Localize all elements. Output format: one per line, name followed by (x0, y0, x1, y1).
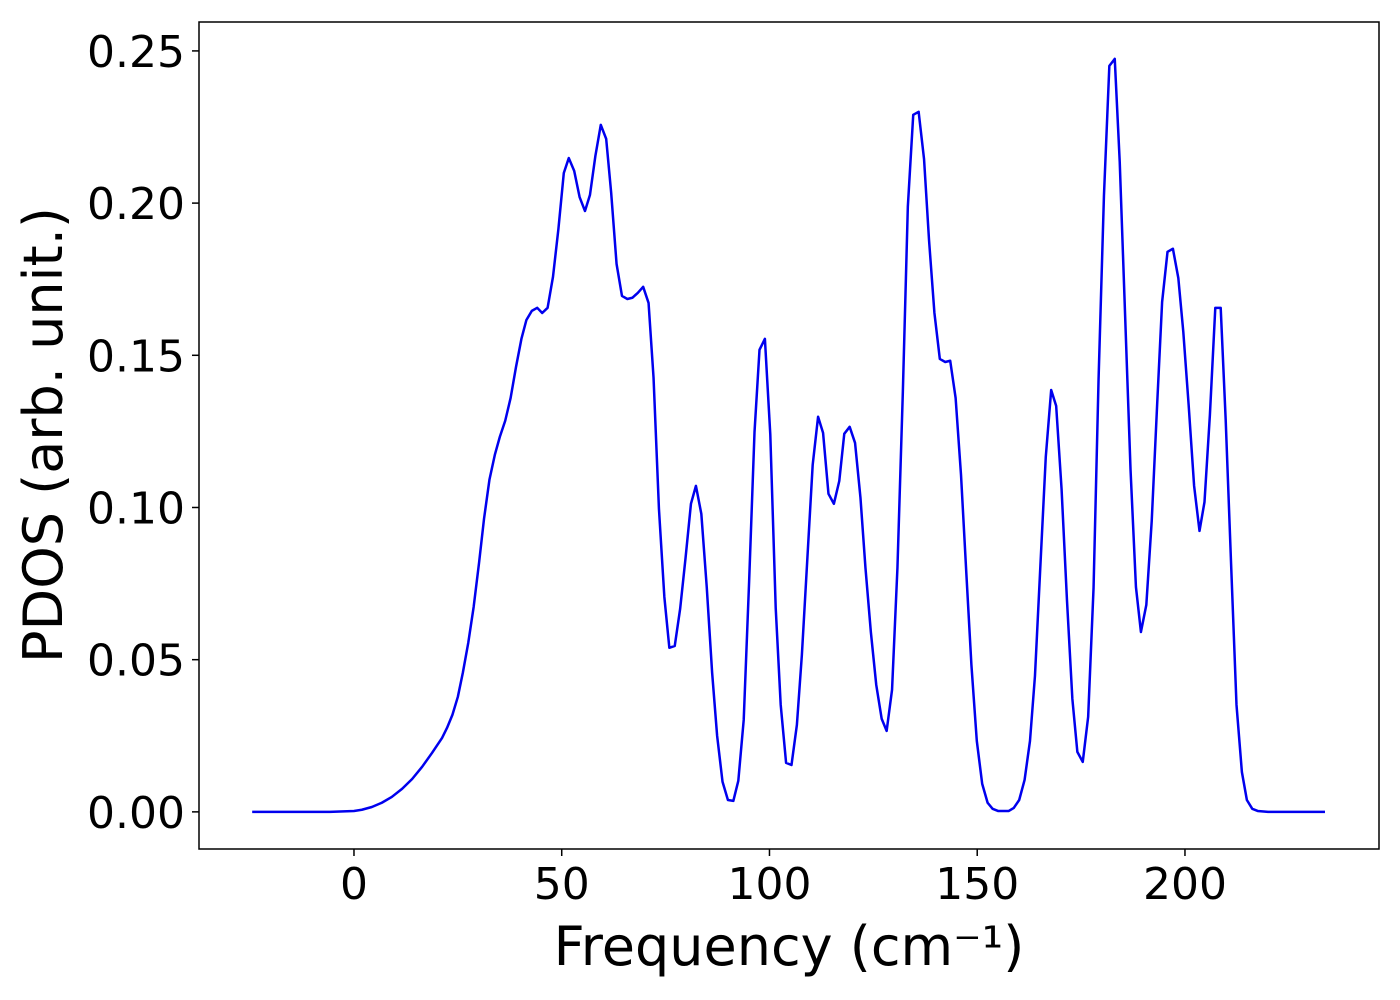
y-tick-label: 0.05 (87, 636, 185, 687)
line-series (252, 57, 1325, 814)
y-tick-label: 0.20 (87, 179, 185, 230)
x-tick-label: 0 (340, 859, 368, 910)
y-tick-label: 0.10 (87, 483, 185, 534)
x-tick-label: 200 (1143, 859, 1227, 910)
y-axis-label: PDOS (arb. unit.) (12, 207, 75, 663)
y-tick-label: 0.00 (87, 788, 185, 839)
x-tick-label: 50 (534, 859, 590, 910)
x-tick-label: 150 (935, 859, 1019, 910)
y-tick-label: 0.25 (87, 27, 185, 78)
x-tick-label: 100 (727, 859, 811, 910)
plot-frame (198, 21, 1380, 850)
x-axis-label: Frequency (cm⁻¹) (554, 915, 1025, 978)
y-tick-label: 0.15 (87, 331, 185, 382)
